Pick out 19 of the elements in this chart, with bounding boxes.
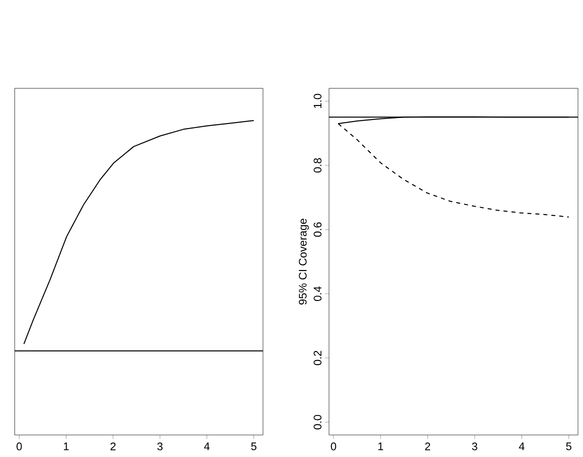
y-tick-label: 0.6: [314, 222, 322, 237]
x-tick-label: 1: [64, 442, 69, 450]
x-tick-label: 0: [16, 442, 22, 450]
x-tick-label: 2: [110, 442, 116, 450]
x-tick-label: 3: [157, 442, 163, 450]
x-tick-label: 4: [518, 442, 524, 450]
y-tick-label: 0.4: [314, 286, 322, 301]
x-tick-label: 0: [330, 442, 336, 450]
x-tick-label: 5: [566, 442, 572, 450]
x-tick-label: 4: [204, 442, 210, 450]
y-tick-label: 0.2: [314, 350, 322, 366]
x-tick-label: 3: [472, 442, 478, 450]
x-tick-label: 1: [378, 442, 384, 450]
y-tick-label: 1.0: [314, 94, 322, 108]
y-tick-label: 0.0: [314, 414, 322, 430]
y-tick-label: 0.8: [314, 158, 322, 173]
y-axis-title: 95% CI Coverage: [298, 218, 309, 305]
x-tick-label: 5: [251, 442, 256, 450]
x-tick-label: 2: [425, 442, 430, 450]
